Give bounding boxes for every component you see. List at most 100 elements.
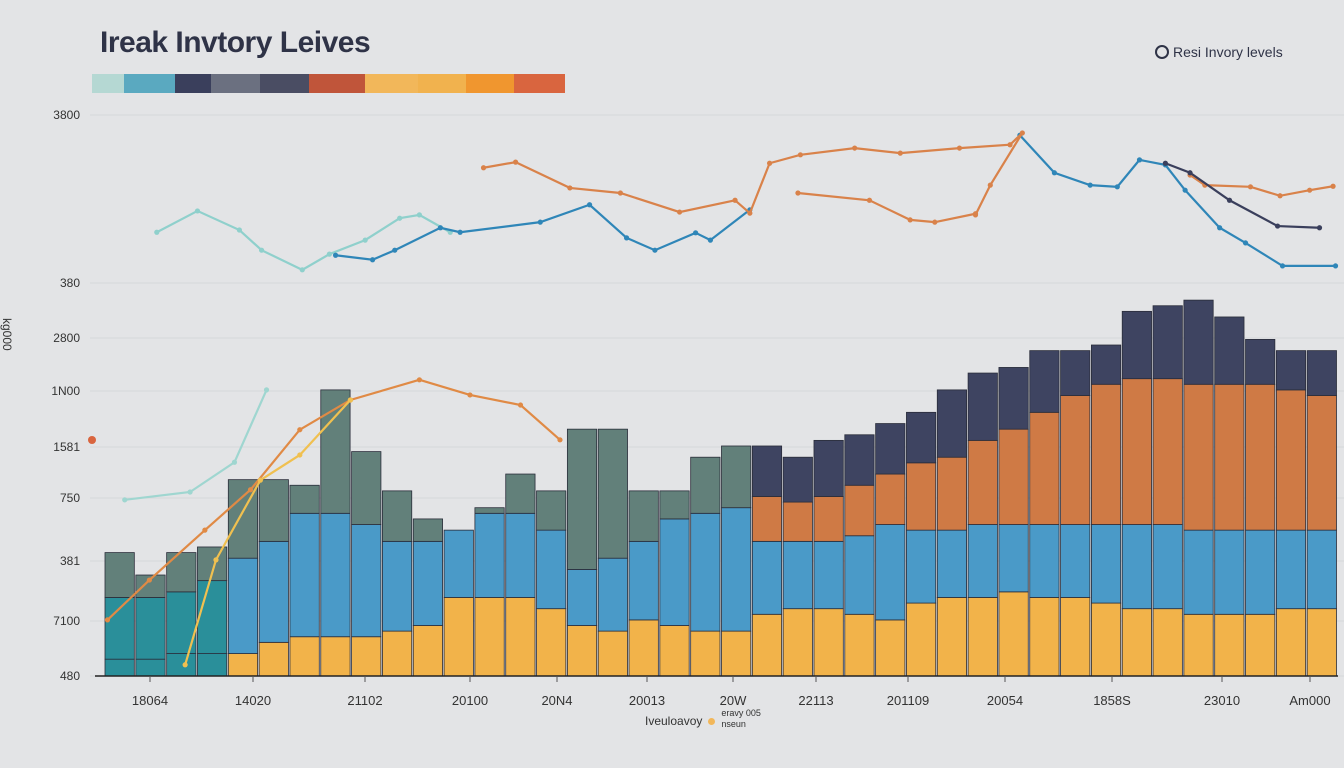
series-point xyxy=(907,217,913,223)
bar-segment-blue xyxy=(474,512,505,598)
bar-segment-blue xyxy=(227,557,259,654)
series-point xyxy=(154,229,160,235)
bar-segment-yellow xyxy=(844,613,875,677)
bar-segment-orange xyxy=(1275,389,1307,531)
bar-segment-blue xyxy=(1275,529,1307,610)
bar-segment-orange xyxy=(844,484,875,537)
series-point xyxy=(987,182,993,188)
color-swatch xyxy=(175,74,211,93)
bar-segment-navy xyxy=(998,367,1029,430)
y-tick-label: 480 xyxy=(60,669,80,683)
bar-segment-yellow xyxy=(1029,597,1060,677)
bar-segment-blue xyxy=(1214,529,1245,615)
series-point xyxy=(747,210,753,216)
bar-segment-navy xyxy=(1121,310,1152,380)
bar-segment-blue xyxy=(1121,524,1152,610)
bar-segment-orange xyxy=(936,456,968,531)
bar-segment-blue xyxy=(906,529,937,604)
bar-segment-sage xyxy=(104,552,135,598)
series-point xyxy=(766,160,773,166)
bar-segment-sage xyxy=(258,479,289,542)
bar-segment-navy xyxy=(751,445,783,497)
color-swatch xyxy=(211,74,260,93)
series-point xyxy=(1182,187,1188,193)
series-line xyxy=(1019,134,1336,268)
bar-segment-blue xyxy=(1091,524,1122,604)
series-point xyxy=(537,219,543,225)
bar-segment-sage xyxy=(289,484,320,514)
legend: Resi Invory levels xyxy=(1155,44,1283,60)
bar-segment-yellow xyxy=(536,608,567,677)
bar-segment-blue xyxy=(751,540,783,615)
series-point xyxy=(1307,187,1313,193)
x-tick-label: 20100 xyxy=(452,693,488,708)
bar-segment-blue xyxy=(1306,529,1337,610)
bar-segment-orange xyxy=(1121,378,1152,525)
series-point xyxy=(397,215,403,221)
bar-segment-yellow xyxy=(505,597,536,677)
series-line xyxy=(124,389,268,501)
x-tick-label: 22113 xyxy=(798,693,833,708)
series-point xyxy=(1242,240,1249,246)
series-point xyxy=(369,257,376,263)
series-line xyxy=(106,378,561,621)
y-tick-label: 381 xyxy=(60,554,80,568)
series-point xyxy=(297,452,303,458)
bar-segment-sage xyxy=(505,473,536,514)
x-tick-label: 21102 xyxy=(347,693,382,708)
series-point xyxy=(652,247,658,253)
bar-segment-yellow xyxy=(875,619,906,677)
bar-segment-orange xyxy=(875,473,906,525)
bar-segment-navy xyxy=(936,389,968,458)
series-point xyxy=(257,477,263,483)
bar-segment-sage xyxy=(382,490,413,542)
bar-segment-yellow xyxy=(690,630,721,677)
bar-segment-sage xyxy=(536,490,567,531)
series-point xyxy=(457,229,463,235)
series-point xyxy=(732,197,738,203)
series-point xyxy=(299,267,305,273)
x-tick-label: Am000 xyxy=(1289,693,1330,708)
series-point xyxy=(347,397,353,403)
x-tick-label: 201109 xyxy=(887,693,929,708)
bar-segment-yellow xyxy=(659,625,690,677)
bar-segment-yellow xyxy=(751,613,783,677)
bar-segment-navy xyxy=(906,411,937,464)
bar-segment-blue xyxy=(967,524,998,598)
bar-segment-yellow xyxy=(1306,608,1337,677)
series-point xyxy=(1274,223,1281,229)
series-point xyxy=(194,208,201,214)
series-point xyxy=(392,247,398,253)
bar-segment-navy xyxy=(967,372,998,441)
series-point xyxy=(623,235,630,241)
series-point xyxy=(852,145,858,151)
bar-segment-orange xyxy=(1306,395,1337,531)
bar-segment-orange xyxy=(998,428,1029,525)
y-tick-label: 2800 xyxy=(53,331,80,345)
bar-segment-yellow xyxy=(1152,608,1183,677)
bar-segment-navy xyxy=(1060,350,1091,396)
series-point xyxy=(122,497,128,503)
bar-segment-sage xyxy=(474,507,505,514)
x-tick-label: 18064 xyxy=(132,693,168,708)
bar-segment-blue xyxy=(1183,529,1214,615)
series-line xyxy=(1189,174,1334,197)
series-point xyxy=(1087,182,1093,188)
bar-segment-yellow xyxy=(906,602,937,677)
bar-segment-yellow xyxy=(258,641,289,677)
series-point xyxy=(187,489,193,495)
color-swatch xyxy=(124,74,175,93)
bar-segment-orange xyxy=(1152,378,1183,525)
series-point xyxy=(897,150,903,156)
color-swatch xyxy=(260,74,309,93)
bar-segment-sage xyxy=(412,518,443,542)
bar-segment-blue xyxy=(782,540,813,610)
series-point xyxy=(557,437,563,443)
bar-segment-yellow xyxy=(104,658,135,677)
y-tick-label: 1581 xyxy=(53,440,80,454)
series-point xyxy=(932,219,938,225)
bar-segment-yellow xyxy=(320,636,351,677)
bar-segment-sage xyxy=(597,428,628,559)
series-point xyxy=(332,252,339,258)
series-point xyxy=(480,165,487,171)
